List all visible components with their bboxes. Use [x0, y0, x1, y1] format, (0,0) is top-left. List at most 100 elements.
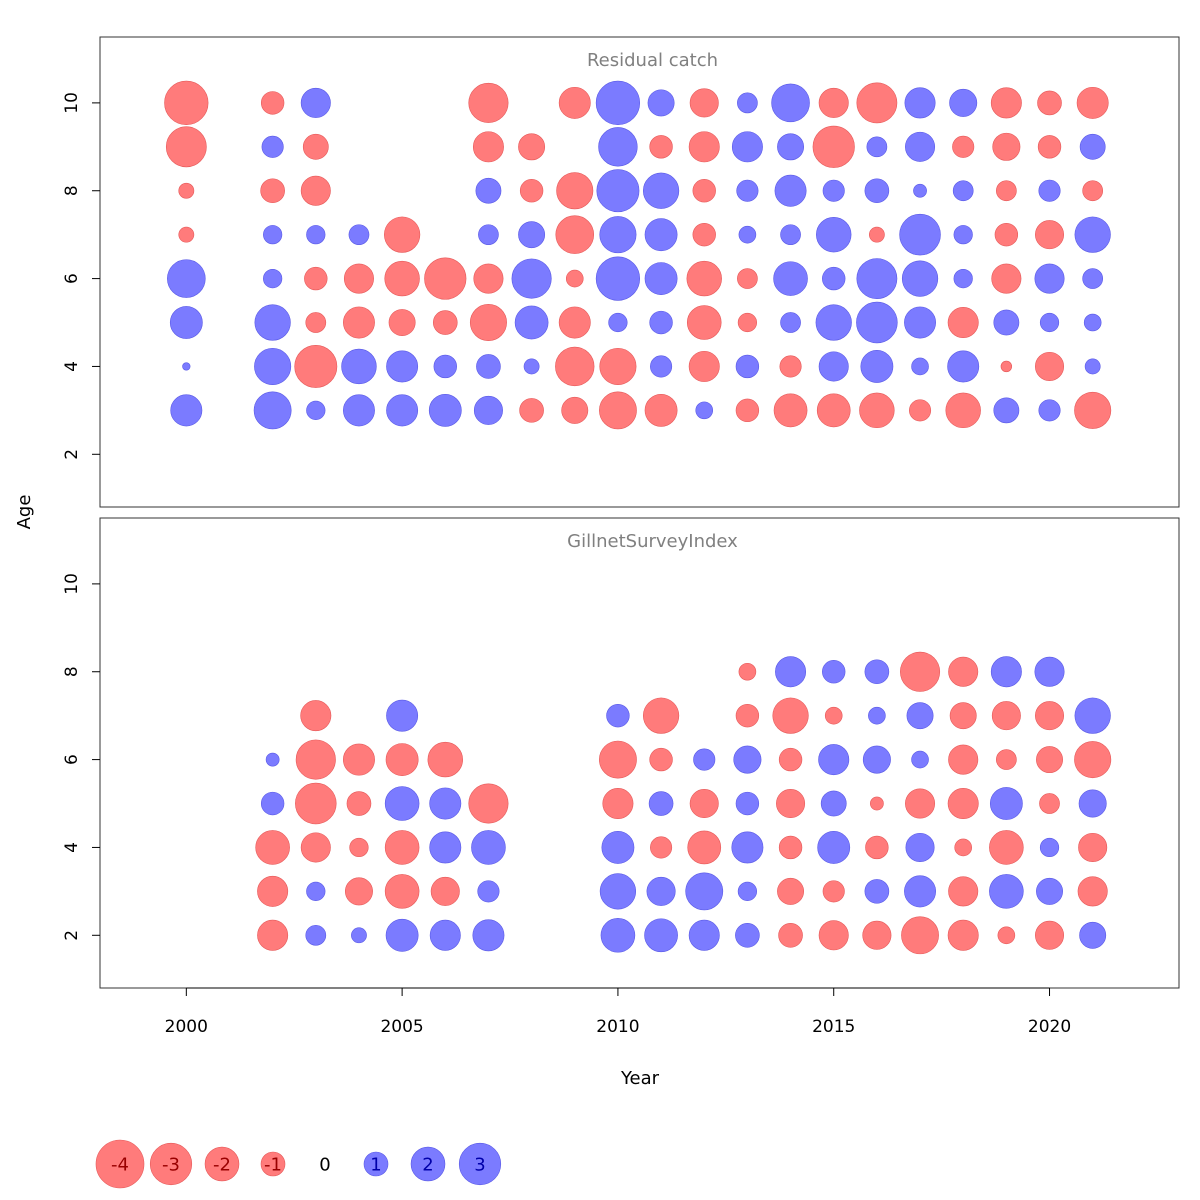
bubble: 2013, age 5: 0.9	[735, 791, 760, 816]
bubble: 2018, age 4: 1.7	[947, 350, 980, 383]
bubble: 2003, age 3: 0.6	[306, 400, 326, 420]
bubble: 2005, age 3: 1.7	[386, 394, 419, 427]
bubble: 2021, age 3: -2.3	[1074, 391, 1112, 429]
bubble: 2007, age 5: -2.3	[469, 304, 507, 342]
bubble: 2016, age 8: 1	[864, 659, 890, 685]
bubble: 2010, age 3: 2.2	[599, 873, 637, 910]
bubble: 2012, age 5: -2	[686, 305, 722, 340]
bubble: 2019, age 8: 1.6	[990, 656, 1022, 688]
bubble: 2016, age 5: 2.9	[856, 301, 898, 344]
bubble: 2019, age 3: 1.1	[993, 397, 1020, 424]
bubble: 2018, age 3: -2.1	[945, 392, 981, 429]
bubble: 2008, age 4: 0.4	[523, 358, 540, 375]
bubble: 2007, age 6: -1.5	[473, 263, 504, 294]
legend-bubble	[260, 1151, 286, 1177]
bubble: 2011, age 2: 1.9	[644, 918, 678, 953]
bubble: 2000, age 7: -0.4	[178, 226, 195, 243]
bubble: 2020, age 2: -1.4	[1035, 920, 1065, 950]
bubble: 2008, age 9: -1.2	[518, 133, 546, 161]
bubble: 2005, age 5: 2	[384, 786, 420, 821]
bubble: 2020, age 7: -1.4	[1035, 701, 1065, 731]
bubble: 2010, age 8: 3.1	[596, 169, 640, 213]
bubble: 2020, age 4: -1.4	[1035, 351, 1065, 381]
bubble: 2013, age 7: 0.5	[738, 225, 757, 244]
legend-bubble	[204, 1146, 240, 1182]
bubble: 2016, age 6: 1.3	[862, 745, 891, 774]
bubble: 2011, age 4: -0.8	[650, 836, 673, 859]
bubble: 2000, age 3: 1.7	[170, 394, 203, 427]
bubble: 2010, age 4: -2.3	[599, 347, 637, 385]
bubble: 2003, age 10: 1.5	[300, 87, 331, 118]
bubbles: 2000, age 10: -3.3 2002, age 10: -0.9 2003…	[164, 80, 1112, 430]
bubble: 2014, age 8: 1.6	[775, 656, 807, 688]
bubble: 2014, age 2: -1	[778, 922, 803, 948]
bubble: 2004, age 6: -1.5	[343, 263, 374, 294]
bubble: 2012, age 2: 1.6	[688, 919, 720, 951]
bubble: 2011, age 10: 1.2	[647, 89, 675, 117]
bubble: 2016, age 8: 1	[864, 178, 890, 204]
bubble: 2012, age 9: -1.6	[688, 131, 720, 163]
bubble: 2004, age 6: -1.7	[343, 743, 375, 776]
bubble: 2019, age 7: -1.4	[991, 701, 1021, 731]
bubble: 2003, age 6: -2.7	[295, 739, 336, 780]
bubble: 2014, age 5: -1.4	[776, 789, 806, 819]
bubble: 2017, age 5: 1.7	[904, 306, 936, 339]
bubble: 2004, age 2: 0.4	[351, 927, 367, 944]
bubble: 2011, age 8: 2.2	[642, 172, 680, 209]
bubble: 2021, age 6: -2.3	[1074, 741, 1112, 779]
bubble: 2015, age 9: -3	[812, 125, 855, 168]
bubble: 2013, age 3: -0.9	[735, 398, 760, 423]
legend-item: -1	[260, 1151, 286, 1177]
bubble: 2016, age 2: -1.4	[862, 920, 892, 950]
bubble: 2019, age 7: -0.9	[994, 222, 1019, 247]
panel-0: Residual catch2468102000, age 10: -3.320…	[62, 36, 1180, 508]
panel-title: Residual catch	[587, 50, 718, 71]
legend-item: 0	[319, 1154, 330, 1175]
bubble: 2010, age 4: 1.8	[601, 831, 635, 864]
legend-label: 1	[370, 1154, 381, 1175]
bubble: 2018, age 8: 0.7	[952, 180, 974, 202]
bubble: 2002, age 2: -1.6	[257, 919, 289, 951]
bubble: 2010, age 2: 2	[600, 918, 636, 953]
bubble: 2012, age 3: 0.5	[695, 401, 714, 420]
bubble: 2005, age 4: 1.7	[386, 350, 419, 383]
legend-label: -3	[162, 1154, 180, 1175]
bubble: 2003, age 4: -1.5	[300, 832, 331, 863]
bubble: 2010, age 10: 3.3	[595, 80, 641, 125]
bubble: 2017, age 8: -2.7	[900, 651, 941, 692]
bubble: 2002, age 3: -1.6	[257, 875, 289, 907]
bubble: 2015, age 6: 1.6	[818, 744, 850, 776]
bubble: 2017, age 10: 1.6	[904, 87, 936, 119]
bubble: 2018, age 7: -1.2	[949, 702, 977, 730]
bubble: 2020, age 6: 1.5	[1034, 263, 1065, 294]
bubble: 2016, age 3: 1	[864, 879, 890, 904]
bubble: 2021, age 4: 0.4	[1084, 358, 1101, 375]
bubble: 2010, age 7: 0.9	[606, 703, 630, 728]
bubble: 2017, age 6: 0.5	[911, 750, 929, 769]
bubble: 2006, age 5: 1.7	[429, 787, 462, 820]
bubble: 2020, age 7: -1.4	[1035, 220, 1065, 250]
bubble: 2018, age 5: -1.6	[947, 307, 979, 338]
y-tick-label: 6	[62, 273, 82, 284]
bubble: 2005, age 4: -2	[384, 830, 420, 865]
bubble: 2009, age 8: -2.3	[556, 172, 594, 210]
panel-frame	[99, 36, 1180, 508]
x-tick-label: 2005	[380, 1017, 423, 1037]
bubble: 2020, age 9: -0.9	[1037, 135, 1062, 159]
legend-bubble	[458, 1142, 502, 1186]
y-tick-label: 6	[62, 754, 82, 765]
bubble: 2017, age 4: 0.5	[911, 357, 929, 376]
bubble: 2015, age 5: 2.2	[815, 304, 852, 341]
bubble: 2016, age 10: -2.8	[856, 82, 898, 124]
bubble: 2006, age 3: 1.8	[428, 393, 462, 427]
bubble: 2014, age 3: -1.2	[777, 877, 805, 905]
bubble: 2018, age 2: -1.6	[947, 919, 979, 951]
legend-label: 2	[422, 1154, 433, 1175]
bubble: 2007, age 8: 1.1	[475, 177, 502, 204]
bubble: 2019, age 4: -2	[989, 830, 1024, 865]
bubble: 2019, age 6: -1.5	[991, 263, 1022, 294]
bubble: 2015, age 4: 1.8	[817, 831, 851, 864]
legend-bubble	[149, 1142, 193, 1186]
bubble: 2014, age 4: -0.9	[778, 835, 803, 860]
bubble: 2000, age 4: 0.1	[182, 362, 191, 371]
